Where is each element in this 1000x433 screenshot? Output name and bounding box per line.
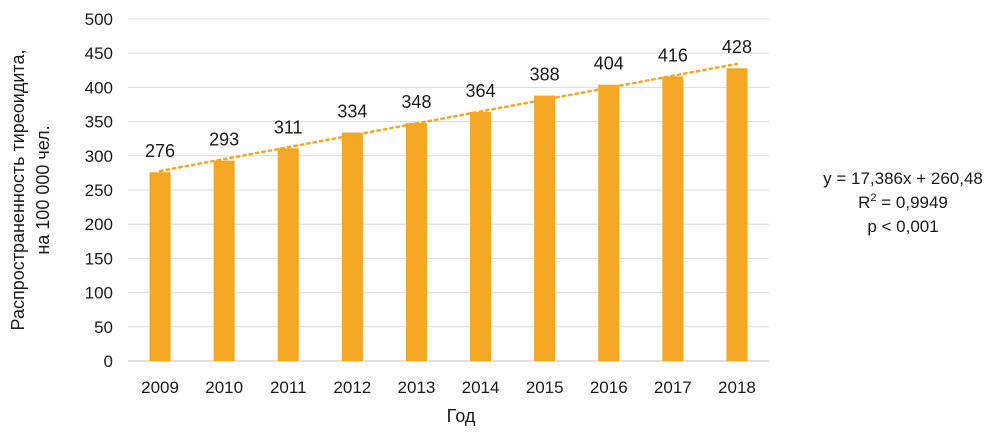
y-tick-label: 400 [85, 78, 113, 97]
x-tick-label: 2016 [590, 378, 628, 397]
y-tick-label: 50 [94, 318, 113, 337]
y-tick-label: 100 [85, 284, 113, 303]
trendline-equation: y = 17,386x + 260,48 [823, 169, 983, 188]
y-tick-label: 0 [104, 352, 113, 371]
y-tick-label: 500 [85, 10, 113, 29]
x-axis-ticks: 2009 2010 2011 2012 2013 2014 2015 2016 2017 2018 [141, 378, 756, 397]
bar [726, 68, 748, 362]
data-label: 348 [401, 92, 431, 112]
y-axis-title-line-1: Распространенность тиреоидита, [8, 50, 28, 331]
bar [470, 112, 492, 361]
y-tick-label: 450 [85, 44, 113, 63]
trendline-group [158, 62, 739, 173]
r-squared-prefix: R [858, 193, 870, 212]
bar [149, 172, 171, 361]
bar [534, 95, 556, 361]
y-axis-ticks: 0 50 100 150 200 250 300 350 400 450 500 [85, 10, 113, 371]
bars [149, 68, 748, 362]
trendline [158, 62, 739, 173]
x-tick-label: 2015 [526, 378, 564, 397]
bar [662, 76, 684, 362]
x-tick-label: 2018 [718, 378, 756, 397]
r-squared-superscript: 2 [870, 192, 876, 204]
trendline-p-value: p < 0,001 [867, 217, 938, 236]
gridlines [128, 18, 769, 362]
x-tick-label: 2017 [654, 378, 692, 397]
x-tick-label: 2014 [462, 378, 500, 397]
data-label: 428 [722, 37, 752, 57]
y-tick-label: 200 [85, 215, 113, 234]
x-tick-label: 2010 [205, 378, 243, 397]
r-squared-value: = 0,9949 [877, 193, 948, 212]
y-axis-title: Распространенность тиреоидита, на 100 00… [8, 50, 53, 331]
data-label: 364 [466, 81, 496, 101]
y-tick-label: 350 [85, 113, 113, 132]
y-tick-label: 150 [85, 249, 113, 268]
y-tick-label: 300 [85, 147, 113, 166]
data-label: 404 [594, 54, 624, 74]
bar [213, 160, 235, 361]
y-tick-label: 250 [85, 181, 113, 200]
data-label: 388 [530, 65, 560, 85]
data-label: 276 [145, 141, 175, 161]
bar [405, 122, 427, 361]
x-axis-title: Год [447, 406, 476, 426]
bar [277, 148, 299, 361]
x-tick-label: 2012 [333, 378, 371, 397]
trendline-annotation: y = 17,386x + 260,48 R2 = 0,9949 p < 0,0… [823, 169, 983, 236]
y-axis-title-line-2: на 100 000 чел. [33, 125, 53, 254]
data-label: 334 [337, 102, 367, 122]
data-label: 416 [658, 45, 688, 65]
bar [341, 132, 363, 361]
bar [598, 84, 620, 361]
x-tick-label: 2009 [141, 378, 179, 397]
x-tick-label: 2013 [398, 378, 436, 397]
data-label: 311 [274, 117, 303, 137]
data-label: 293 [209, 130, 239, 150]
trendline-r-squared: R2 = 0,9949 [858, 192, 948, 212]
data-labels: 276 293 311 334 348 364 388 404 416 428 [145, 37, 752, 161]
x-tick-label: 2011 [270, 378, 307, 397]
